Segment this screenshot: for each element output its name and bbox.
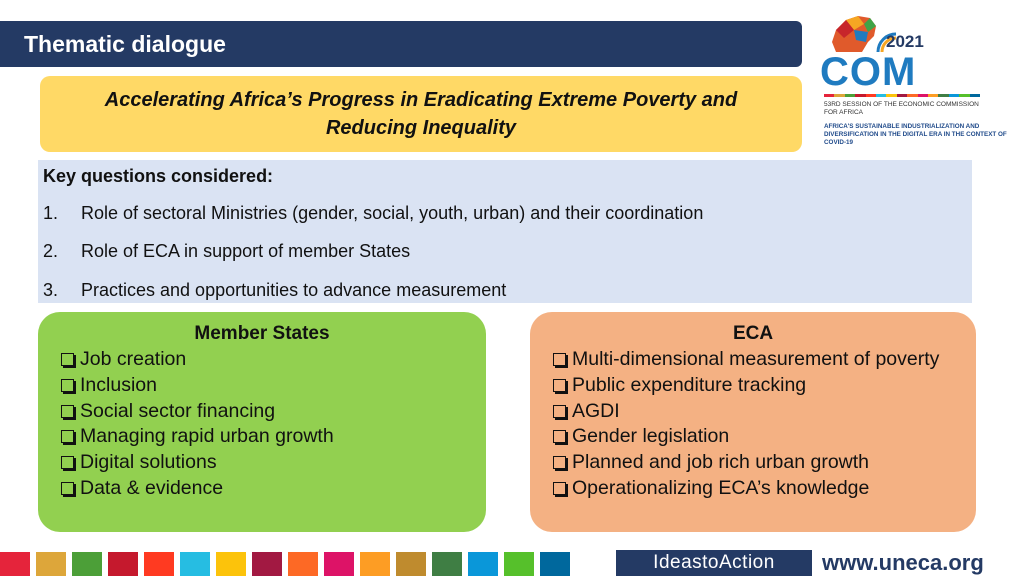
checkbox-bullet-icon xyxy=(61,456,74,470)
list-item: Social sector financing xyxy=(58,399,334,425)
footer: IdeastoAction www.uneca.org xyxy=(0,550,1024,576)
sdg-color-bar xyxy=(216,552,246,576)
checkbox-bullet-icon xyxy=(553,378,566,392)
ideas-to-action-text: IdeastoAction xyxy=(653,552,775,573)
question-item: 2. Role of ECA in support of member Stat… xyxy=(43,241,410,262)
checkbox-bullet-icon xyxy=(61,430,74,444)
sdg-color-bar xyxy=(432,552,462,576)
list-item: Inclusion xyxy=(58,373,334,399)
title-bar: Thematic dialogue xyxy=(0,21,802,67)
subtitle-box: Accelerating Africa’s Progress in Eradic… xyxy=(40,76,802,152)
sdg-color-bar xyxy=(180,552,210,576)
key-questions-heading: Key questions considered: xyxy=(43,166,274,186)
sdg-color-bar xyxy=(144,552,174,576)
sdg-color-bar xyxy=(36,552,66,576)
sdg-color-bar xyxy=(108,552,138,576)
logo-year: 2021 xyxy=(886,32,924,51)
list-item: Managing rapid urban growth xyxy=(58,424,334,450)
question-text: Practices and opportunities to advance m… xyxy=(81,280,507,300)
checkbox-bullet-icon xyxy=(61,481,74,495)
list-item: Planned and job rich urban growth xyxy=(550,450,960,476)
eca-panel: ECA Multi-dimensional measurement of pov… xyxy=(530,312,976,532)
sdg-color-bar xyxy=(360,552,390,576)
sdg-color-bar xyxy=(396,552,426,576)
checkbox-bullet-icon xyxy=(61,378,74,392)
sdg-color-bar xyxy=(504,552,534,576)
sdg-color-bar xyxy=(72,552,102,576)
sdg-color-bar xyxy=(540,552,570,576)
list-item: Gender legislation xyxy=(550,424,960,450)
checkbox-bullet-icon xyxy=(553,353,566,366)
sdg-color-bar xyxy=(252,552,282,576)
com-2021-logo: 2021 COM 53RD SESSION OF THE ECONOMIC CO… xyxy=(820,10,1020,146)
question-item: 1. Role of sectoral Ministries (gender, … xyxy=(43,203,703,224)
subtitle-text: Accelerating Africa’s Progress in Eradic… xyxy=(104,89,738,139)
sdg-color-bars xyxy=(0,552,576,576)
sdg-color-bar xyxy=(468,552,498,576)
list-item: Operationalizing ECA’s knowledge xyxy=(550,476,960,502)
checkbox-bullet-icon xyxy=(553,430,566,444)
question-number: 2. xyxy=(43,241,59,261)
eca-list: Multi-dimensional measurement of poverty… xyxy=(550,347,960,502)
checkbox-bullet-icon xyxy=(553,404,566,418)
member-states-heading: Member States xyxy=(194,323,330,344)
member-states-panel: Member States Job creation Inclusion Soc… xyxy=(38,312,486,532)
key-questions-panel: Key questions considered: 1. Role of sec… xyxy=(38,160,972,303)
question-number: 3. xyxy=(43,280,59,300)
africa-map-icon xyxy=(832,16,897,53)
ideas-to-action-banner: IdeastoAction xyxy=(616,550,812,576)
member-states-list: Job creation Inclusion Social sector fin… xyxy=(58,347,334,502)
checkbox-bullet-icon xyxy=(553,456,566,470)
eca-heading: ECA xyxy=(732,323,774,344)
sdg-color-bar xyxy=(324,552,354,576)
list-item: AGDI xyxy=(550,399,960,425)
logo-theme: AFRICA'S SUSTAINABLE INDUSTRIALIZATION A… xyxy=(824,123,1007,147)
checkbox-bullet-icon xyxy=(61,353,74,366)
checkbox-bullet-icon xyxy=(553,481,566,495)
question-text: Role of sectoral Ministries (gender, soc… xyxy=(81,203,704,223)
list-item: Multi-dimensional measurement of poverty xyxy=(550,347,960,373)
checkbox-bullet-icon xyxy=(61,404,74,418)
sdg-color-bar xyxy=(288,552,318,576)
logo-name: COM xyxy=(820,50,917,94)
logo-stripe xyxy=(824,94,981,97)
page-title: Thematic dialogue xyxy=(24,30,226,57)
question-item: 3. Practices and opportunities to advanc… xyxy=(43,280,506,301)
list-item: Data & evidence xyxy=(58,476,334,502)
website-url: www.uneca.org xyxy=(822,550,984,575)
sdg-color-bar xyxy=(0,552,30,576)
question-text: Role of ECA in support of member States xyxy=(81,241,411,261)
list-item: Job creation xyxy=(58,347,334,373)
question-number: 1. xyxy=(43,203,59,223)
list-item: Digital solutions xyxy=(58,450,334,476)
list-item: Public expenditure tracking xyxy=(550,373,960,399)
logo-session: 53RD SESSION OF THE ECONOMIC COMMISSION … xyxy=(824,101,979,117)
